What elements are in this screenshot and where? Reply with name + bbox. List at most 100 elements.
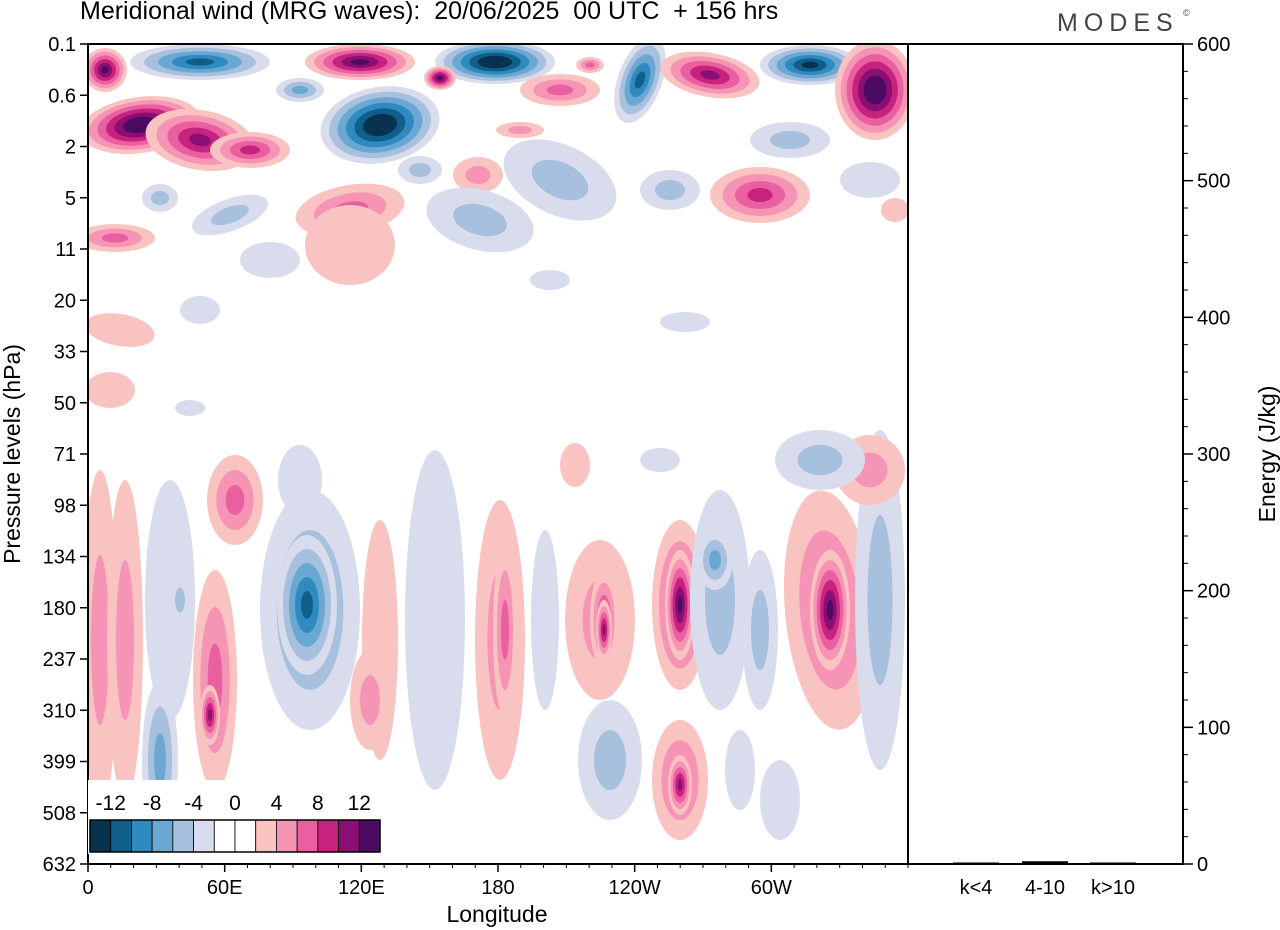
y-tick-label: 20 [54, 290, 76, 312]
colorbar-swatch [296, 819, 319, 853]
colorbar-swatch [255, 819, 277, 853]
contour-level [301, 591, 313, 619]
southward-wind-cell [240, 242, 300, 278]
energy-category-label: 4-10 [1025, 877, 1065, 899]
contour-level [655, 180, 685, 200]
x-tick-label: 60E [207, 877, 243, 899]
northward-wind-cell [810, 550, 850, 670]
energy-tick-label: 300 [1197, 444, 1230, 466]
contour-level [101, 66, 109, 74]
y-tick-label: 98 [54, 495, 76, 517]
y-tick-label: 508 [43, 803, 76, 825]
contour-level [305, 205, 395, 285]
contour-level [225, 485, 245, 515]
y-tick-label: 5 [65, 188, 76, 210]
contour-level [240, 242, 300, 278]
southward-wind-cell [130, 44, 270, 80]
x-tick-label: 60W [751, 877, 792, 899]
colorbar: -12 -8 -4 0 4 8 12 [88, 780, 382, 854]
contour-level [751, 590, 769, 670]
southward-wind-cell [320, 86, 440, 164]
contour-level [640, 448, 680, 472]
y-tick-label: 310 [43, 700, 76, 722]
x-tick-label: 0 [82, 877, 93, 899]
energy-tick-label: 100 [1197, 717, 1230, 739]
colorbar-tick-label: -4 [184, 792, 203, 815]
y-tick-label: 11 [55, 239, 76, 261]
northward-wind-cell [88, 313, 155, 347]
contour-level [292, 86, 308, 94]
contour-level [360, 675, 380, 725]
brand-copyright-mark: © [1183, 8, 1190, 18]
contour-level [602, 624, 606, 636]
southward-wind-cell [775, 430, 865, 490]
northward-wind-cell [210, 132, 290, 168]
northward-wind-cell [520, 74, 600, 106]
contour-level [453, 203, 507, 237]
y-axis-title: Pressure levels (hPa) [0, 344, 25, 564]
northward-wind-cell [576, 57, 604, 73]
northward-wind-cell [660, 51, 760, 99]
contour-level [760, 760, 800, 840]
southward-wind-cell [398, 156, 442, 184]
contour-level [508, 126, 532, 134]
contour-level [189, 133, 211, 147]
contour-level [677, 595, 683, 615]
y-tick-label: 71 [54, 444, 76, 466]
northward-wind-cell [424, 66, 456, 90]
northward-wind-cell [710, 167, 810, 223]
contour-level [840, 162, 900, 198]
contour-level [240, 145, 260, 155]
southward-wind-cell [742, 550, 778, 710]
southward-wind-cell [855, 430, 905, 770]
northward-wind-cell [835, 44, 908, 140]
southward-wind-cell [531, 530, 559, 710]
northward-wind-cell [88, 224, 155, 252]
northward-wind-cell [88, 372, 135, 408]
contour-level [409, 163, 431, 177]
colorbar-swatch [151, 819, 174, 853]
energy-bar [1090, 862, 1136, 864]
contour-level [501, 600, 509, 660]
energy-panel [907, 43, 1184, 865]
colorbar-frame [89, 819, 381, 853]
contour-level [88, 313, 155, 347]
southward-wind-cell [640, 170, 700, 210]
northward-wind-cell [493, 540, 517, 720]
southward-wind-cell [760, 760, 800, 840]
northward-wind-cell [350, 650, 390, 750]
colorbar-swatch [89, 819, 112, 853]
contour-level [660, 312, 710, 332]
contour-level [797, 445, 843, 475]
contour-level [530, 270, 570, 290]
northward-wind-cell [193, 570, 237, 790]
southward-wind-cell [405, 450, 465, 790]
northward-wind-cell [453, 157, 503, 193]
y-tick-label: 50 [54, 393, 76, 415]
northward-wind-cell [496, 122, 544, 138]
energy-bar [953, 862, 999, 864]
energy-frame [907, 43, 1184, 865]
contour-level [371, 119, 389, 131]
energy-tick-label: 500 [1197, 171, 1230, 193]
southward-wind-cell [426, 187, 534, 253]
y-tick-label: 180 [43, 598, 76, 620]
energy-tick-label: 0 [1197, 854, 1208, 876]
southward-wind-cell [530, 270, 570, 290]
northward-wind-cell [107, 480, 143, 800]
contour-level [437, 76, 443, 80]
contour-level [826, 600, 834, 620]
colorbar-tick-label: 0 [229, 792, 241, 815]
southward-wind-cell [170, 575, 190, 625]
southward-wind-cell [180, 296, 220, 324]
contour-level [531, 530, 559, 710]
contour-level [350, 59, 370, 65]
northward-wind-cell [207, 455, 263, 545]
contour-level [151, 191, 169, 205]
northward-wind-cell [200, 685, 220, 745]
contour-level [747, 188, 773, 202]
northward-wind-cell [881, 198, 908, 222]
contour-level [770, 131, 810, 149]
colorbar-swatch [317, 819, 339, 853]
northward-wind-cell [88, 48, 127, 92]
